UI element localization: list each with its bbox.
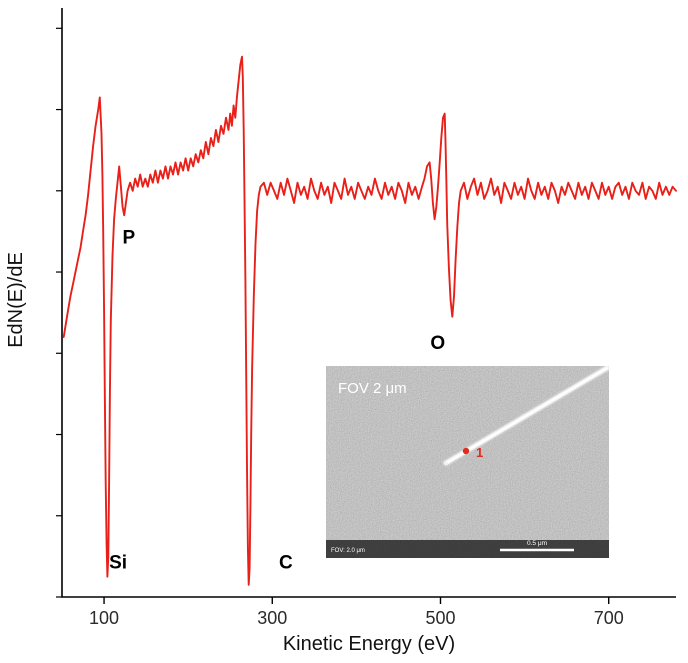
analysis-point-number: 1 bbox=[476, 445, 483, 460]
sem-scalebar-label: 0.5 μm bbox=[527, 540, 547, 547]
sem-info-text: FOV: 2.0 μm bbox=[331, 548, 365, 554]
x-axis-title: Kinetic Energy (eV) bbox=[283, 633, 455, 655]
sem-info-bar bbox=[326, 540, 609, 558]
nanowire-highlight bbox=[447, 367, 608, 463]
sem-inset-image: 1 FOV 2 μm FOV: 2.0 μm 0.5 μm bbox=[326, 366, 609, 558]
inset-fov-label: FOV 2 μm bbox=[338, 380, 407, 397]
sem-inset-svg: 1 FOV 2 μm FOV: 2.0 μm 0.5 μm bbox=[326, 366, 609, 558]
x-tick-label: 100 bbox=[89, 608, 119, 628]
peak-label-o: O bbox=[430, 333, 445, 354]
spectrum-line bbox=[62, 55, 677, 586]
x-tick-label: 300 bbox=[257, 608, 287, 628]
x-tick-label: 500 bbox=[425, 608, 455, 628]
peak-label-si: Si bbox=[109, 553, 127, 574]
analysis-point-marker bbox=[462, 447, 470, 455]
peak-label-p: P bbox=[123, 228, 136, 249]
y-axis-title: EdN(E)/dE bbox=[5, 252, 27, 348]
peak-label-c: C bbox=[279, 553, 293, 574]
sem-noise-texture bbox=[326, 366, 609, 558]
x-tick-label: 700 bbox=[594, 608, 624, 628]
